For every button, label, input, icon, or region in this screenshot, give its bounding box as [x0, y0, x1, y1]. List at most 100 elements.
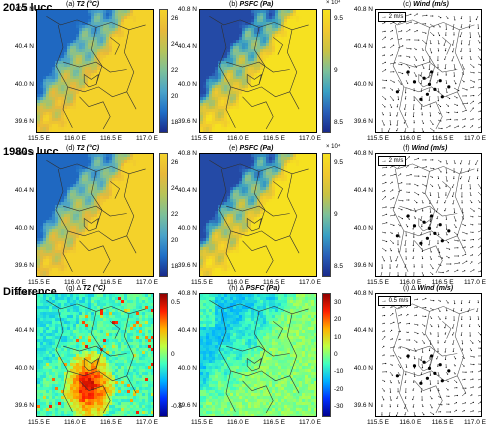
wind-vector-head [465, 254, 466, 255]
wind-vector-head [405, 115, 406, 116]
wind-vector-head [391, 382, 392, 383]
colorbar-g [159, 293, 168, 417]
wind-vector-head [384, 390, 385, 391]
station-marker [441, 379, 444, 382]
wind-vector-head [477, 178, 478, 179]
wind-vector-head [400, 173, 401, 174]
lon-tick-label: 117.0 E [293, 279, 327, 286]
wind-vector-head [401, 314, 402, 315]
panel-letter: (h) Δ [229, 285, 246, 292]
wind-vector-head [436, 82, 437, 83]
wind-vector [460, 32, 462, 37]
wind-vector-head [396, 398, 397, 399]
wind-vector-head [409, 57, 410, 58]
wind-vector-head [465, 393, 466, 394]
wind-vector-head [417, 324, 418, 325]
wind-vector-head [429, 91, 430, 92]
wind-vector-head [432, 268, 433, 269]
colorbar-exponent: × 10⁴ [326, 144, 340, 150]
wind-vector [390, 198, 394, 200]
station-marker [419, 98, 422, 101]
wind-vector [422, 184, 426, 186]
district-boundary [415, 381, 443, 413]
wind-vector-head [464, 358, 465, 359]
lat-tick-label: 40.0 N [341, 225, 373, 232]
station-marker [419, 382, 422, 385]
wind-vector-head [461, 303, 462, 304]
district-boundary [415, 241, 443, 273]
wind-vector-head [452, 60, 453, 61]
wind-vector-head [417, 307, 418, 308]
wind-vector-head [464, 240, 465, 241]
lat-tick-label: 40.4 N [165, 43, 197, 50]
lon-tick-label: 117.0 E [458, 279, 492, 286]
lat-tick-label: 39.6 N [165, 402, 197, 409]
wind-vector [454, 208, 455, 212]
wind-vector-head [474, 211, 475, 212]
wind-vector [382, 223, 387, 224]
wind-vector-head [418, 176, 419, 177]
wind-vector-head [408, 199, 409, 200]
wind-vector-head [392, 182, 393, 183]
wind-vector-head [433, 26, 434, 27]
lat-tick-label: 40.0 N [341, 81, 373, 88]
wind-vector-head [392, 338, 393, 339]
lat-tick-label: 40.4 N [341, 327, 373, 334]
wind-vector [478, 32, 480, 37]
wind-vector-head [470, 21, 471, 22]
wind-vector [422, 15, 427, 16]
colorbar-tick-label: 9.5 [334, 159, 343, 166]
wind-vector-head [416, 76, 417, 77]
wind-vector-head [422, 406, 423, 407]
wind-vector-head [431, 398, 432, 399]
wind-vector-head [472, 246, 473, 247]
wind-vector-head [429, 366, 430, 367]
wind-vector [446, 119, 451, 120]
wind-vector [382, 120, 384, 125]
wind-vector-head [458, 90, 459, 91]
wind-vector-head [481, 378, 482, 379]
map-panel-c [375, 9, 482, 133]
wind-vector-head [409, 323, 410, 324]
wind-vector-head [446, 367, 447, 368]
wind-vector [406, 208, 411, 210]
wind-vector-head [424, 325, 425, 326]
wind-vector-head [437, 74, 438, 75]
wind-vector-head [453, 351, 454, 352]
wind-vector-head [461, 18, 462, 19]
wind-vector-head [404, 131, 405, 132]
colorbar-tick-label: 0.5 [171, 299, 180, 306]
wind-vector-head [385, 182, 386, 183]
wind-vector-head [480, 111, 481, 112]
wind-vector-head [481, 261, 482, 262]
wind-vector-head [468, 311, 469, 312]
wind-vector-head [428, 244, 429, 245]
wind-vector-head [382, 268, 383, 269]
wind-vector-head [481, 230, 482, 231]
wind-vector-head [398, 99, 399, 100]
wind-vector [414, 332, 418, 334]
wind-vector-head [416, 342, 417, 343]
wind-vector-head [457, 112, 458, 113]
wind-vector-head [430, 375, 431, 376]
station-marker [426, 93, 429, 96]
wind-vector-head [411, 22, 412, 23]
colorbar-tick-label: 22 [171, 67, 178, 74]
wind-vector [454, 126, 458, 128]
wind-vector [414, 192, 419, 195]
wind-vector [430, 404, 432, 408]
wind-vector-head [417, 13, 418, 14]
wind-vector-head [425, 298, 426, 299]
wind-vector [446, 88, 447, 92]
wind-vector-head [462, 349, 463, 350]
wind-vector-head [439, 113, 440, 114]
lat-tick-label: 40.0 N [165, 225, 197, 232]
wind-vector [390, 96, 393, 100]
station-marker [447, 369, 450, 372]
wind-vector-head [417, 30, 418, 31]
wind-vector-head [391, 400, 392, 401]
wind-vector-head [425, 316, 426, 317]
wind-vector-head [469, 302, 470, 303]
wind-vector-head [448, 112, 449, 113]
wind-vector-head [431, 326, 432, 327]
